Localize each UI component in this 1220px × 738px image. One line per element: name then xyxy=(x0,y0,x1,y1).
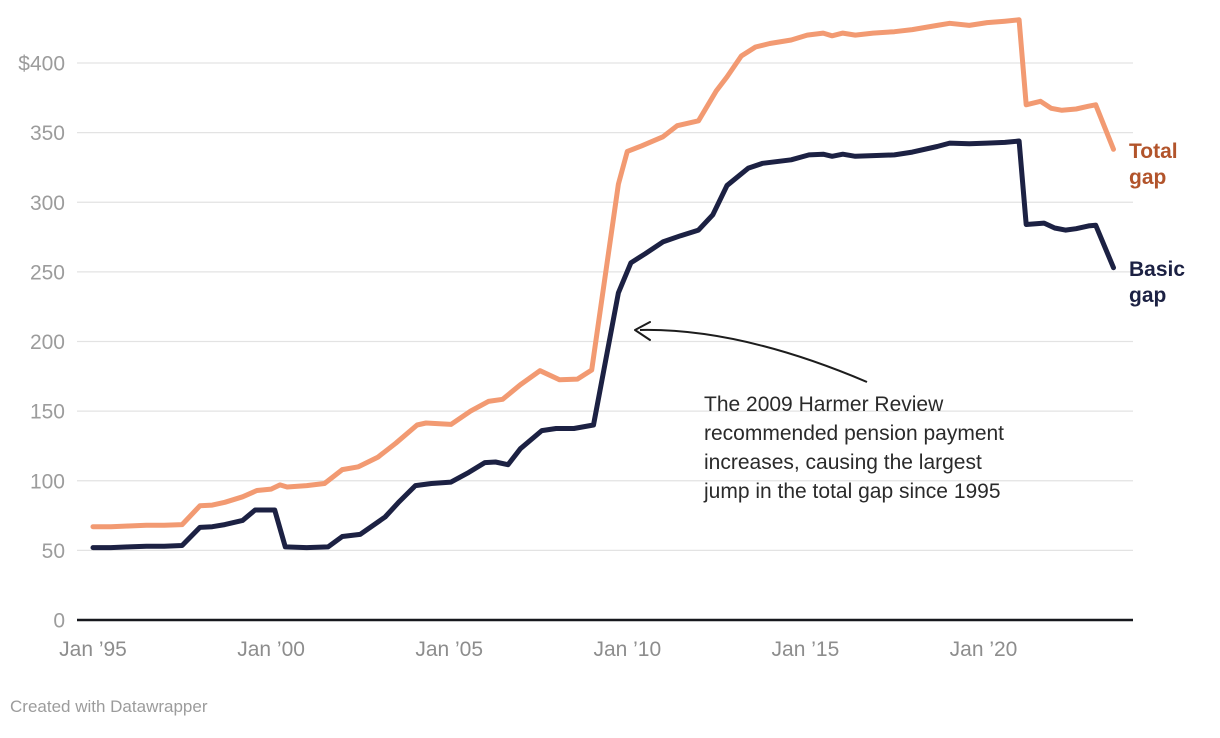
x-tick-label: Jan ’10 xyxy=(593,638,661,661)
basic-gap-line xyxy=(90,138,1116,551)
y-tick-label: 150 xyxy=(30,401,65,424)
x-tick-label: Jan ’95 xyxy=(59,638,127,661)
basic-gap-label: Basic gap xyxy=(1129,258,1186,307)
annotation-arrow xyxy=(634,321,868,383)
x-tick-label: Jan ’05 xyxy=(415,638,483,661)
y-tick-label: 300 xyxy=(30,192,65,215)
y-tick-label: 200 xyxy=(30,331,65,354)
total-gap-label: Total gap xyxy=(1129,140,1178,189)
y-axis-labels: 0 50 100 150 200 250 300 350 $400 xyxy=(18,53,65,633)
total-gap-line xyxy=(90,17,1116,530)
annotation-text: The 2009 Harmer Review recommended pensi… xyxy=(704,393,1005,503)
x-tick-label: Jan ’15 xyxy=(772,638,840,661)
y-tick-label: 100 xyxy=(30,470,65,493)
y-tick-label: 350 xyxy=(30,122,65,145)
x-tick-label: Jan ’20 xyxy=(950,638,1018,661)
y-tick-label: $400 xyxy=(18,53,65,76)
x-axis-labels: Jan ’95 Jan ’00 Jan ’05 Jan ’10 Jan ’15 Jan ’… xyxy=(59,638,1017,661)
gridlines xyxy=(77,62,1133,622)
y-tick-label: 0 xyxy=(53,610,65,633)
y-tick-label: 50 xyxy=(42,540,65,563)
y-tick-label: 250 xyxy=(30,261,65,284)
x-tick-label: Jan ’00 xyxy=(237,638,305,661)
datawrapper-credit: Created with Datawrapper xyxy=(10,697,208,716)
